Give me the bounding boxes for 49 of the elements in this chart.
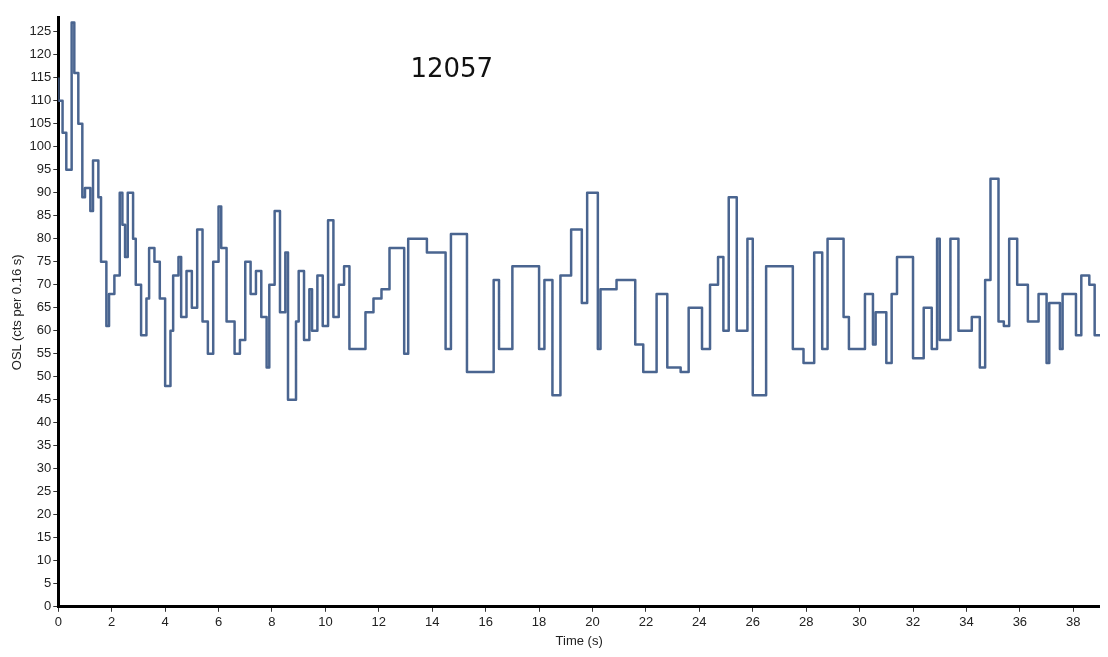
- y-tick-label: 15: [36, 529, 52, 545]
- x-tick-label: 28: [798, 614, 814, 630]
- y-tick-label: 10: [36, 552, 52, 568]
- y-tick-label: 35: [36, 437, 52, 453]
- y-tick-label: 125: [29, 23, 52, 39]
- x-tick-label: 36: [1012, 614, 1028, 630]
- x-tick-label: 4: [161, 614, 169, 630]
- y-tick-label: 60: [36, 322, 52, 338]
- text: 12057: [410, 52, 494, 83]
- y-tick-label: 110: [30, 92, 52, 108]
- x-tick-label: 10: [318, 614, 333, 630]
- x-tick-label: 6: [214, 614, 223, 630]
- x-tick-label: 38: [1066, 614, 1081, 630]
- x-tick-label: 12: [371, 614, 387, 630]
- x-tick-label: 14: [425, 614, 440, 630]
- y-tick-label: 115: [30, 69, 52, 85]
- x-tick-label: 18: [531, 614, 547, 630]
- x-tick-label: 8: [268, 614, 276, 630]
- y-tick-label: 70: [36, 276, 52, 292]
- x-axis-title: Time (s): [555, 632, 603, 648]
- y-tick-label: 25: [36, 483, 52, 499]
- x-tick-label: 16: [478, 614, 493, 630]
- y-tick-label: 85: [36, 207, 52, 223]
- y-tick-label: 50: [36, 368, 52, 384]
- y-tick-label: 100: [29, 138, 52, 154]
- x-tick-label: 26: [745, 614, 760, 630]
- y-tick-label: 65: [36, 299, 52, 315]
- y-tick-label: 45: [36, 391, 52, 407]
- y-tick-label: 0: [44, 598, 52, 614]
- y-tick-label: 30: [36, 460, 52, 476]
- y-tick-label: 40: [36, 414, 52, 430]
- y-tick-label: 95: [36, 161, 52, 177]
- y-tick-label: 120: [29, 46, 52, 62]
- x-tick-label: 2: [108, 614, 116, 630]
- x-tick-label: 0: [54, 614, 62, 630]
- y-tick-label: 80: [36, 230, 52, 246]
- x-tick-label: 22: [638, 614, 654, 630]
- x-tick-label: 34: [959, 614, 974, 630]
- y-tick-label: 5: [44, 575, 52, 591]
- x-tick-label: 24: [692, 614, 707, 630]
- y-tick-label: 20: [36, 506, 52, 522]
- y-axis-title: OSL (cts per 0.16 s): [9, 254, 25, 371]
- y-tick-label: 90: [36, 184, 52, 200]
- x-tick-label: 32: [905, 614, 921, 630]
- y-tick-label: 105: [29, 115, 52, 131]
- y-tick-label: 55: [36, 345, 52, 361]
- y-tick-label: 75: [36, 253, 52, 269]
- x-tick-label: 30: [852, 614, 867, 630]
- x-tick-label: 20: [585, 614, 600, 630]
